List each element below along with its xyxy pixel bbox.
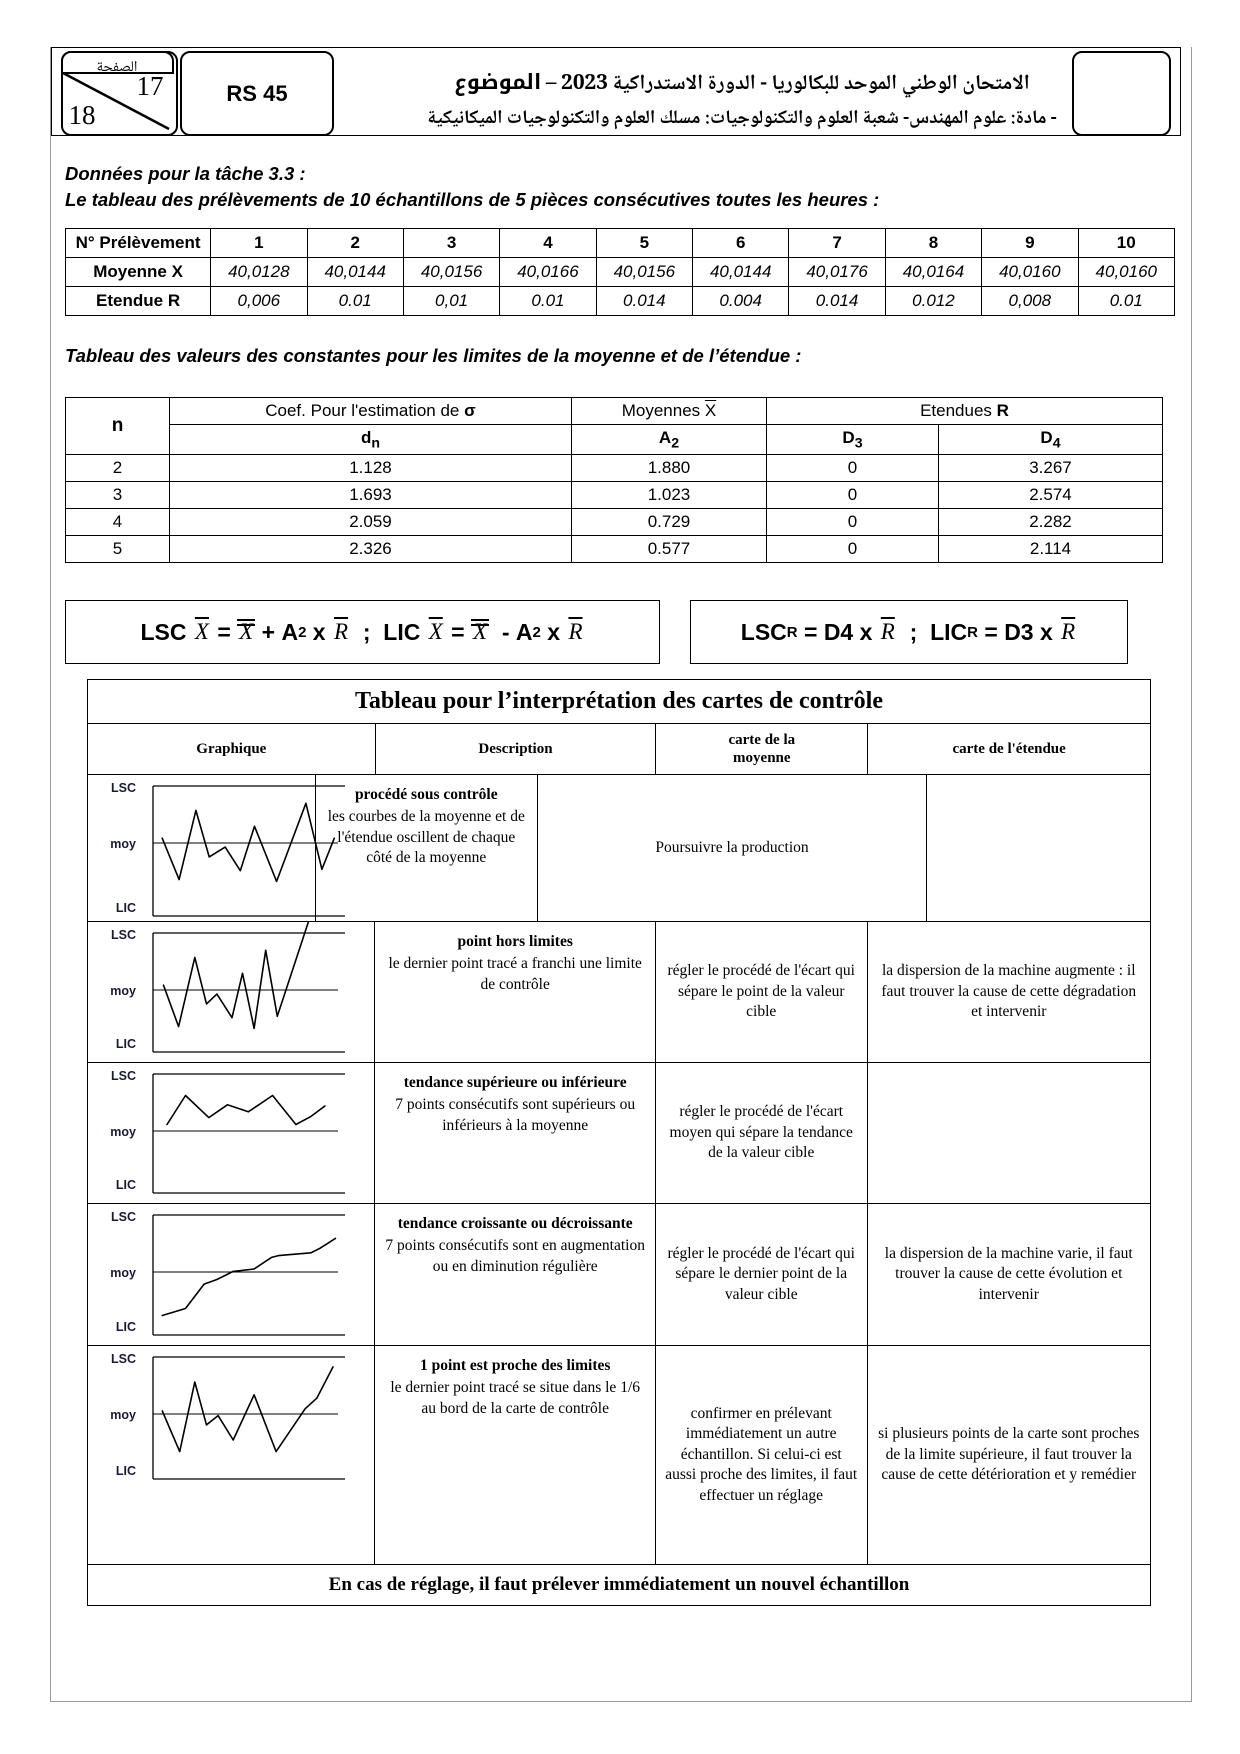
svg-text:moy: moy <box>110 837 136 851</box>
svg-text:LIC: LIC <box>116 1037 136 1051</box>
svg-text:LSC: LSC <box>111 1210 136 1224</box>
svg-text:moy: moy <box>110 1266 136 1280</box>
svg-text:LIC: LIC <box>116 1320 136 1334</box>
svg-text:LSC: LSC <box>111 1069 136 1083</box>
svg-text:LIC: LIC <box>116 1464 136 1478</box>
svg-text:LIC: LIC <box>116 901 136 915</box>
svg-text:moy: moy <box>110 1125 136 1139</box>
svg-text:LSC: LSC <box>111 928 136 942</box>
svg-text:LSC: LSC <box>111 1352 136 1366</box>
svg-text:LIC: LIC <box>116 1178 136 1192</box>
svg-text:moy: moy <box>110 1408 136 1422</box>
svg-text:moy: moy <box>110 984 136 998</box>
svg-text:LSC: LSC <box>111 781 136 795</box>
